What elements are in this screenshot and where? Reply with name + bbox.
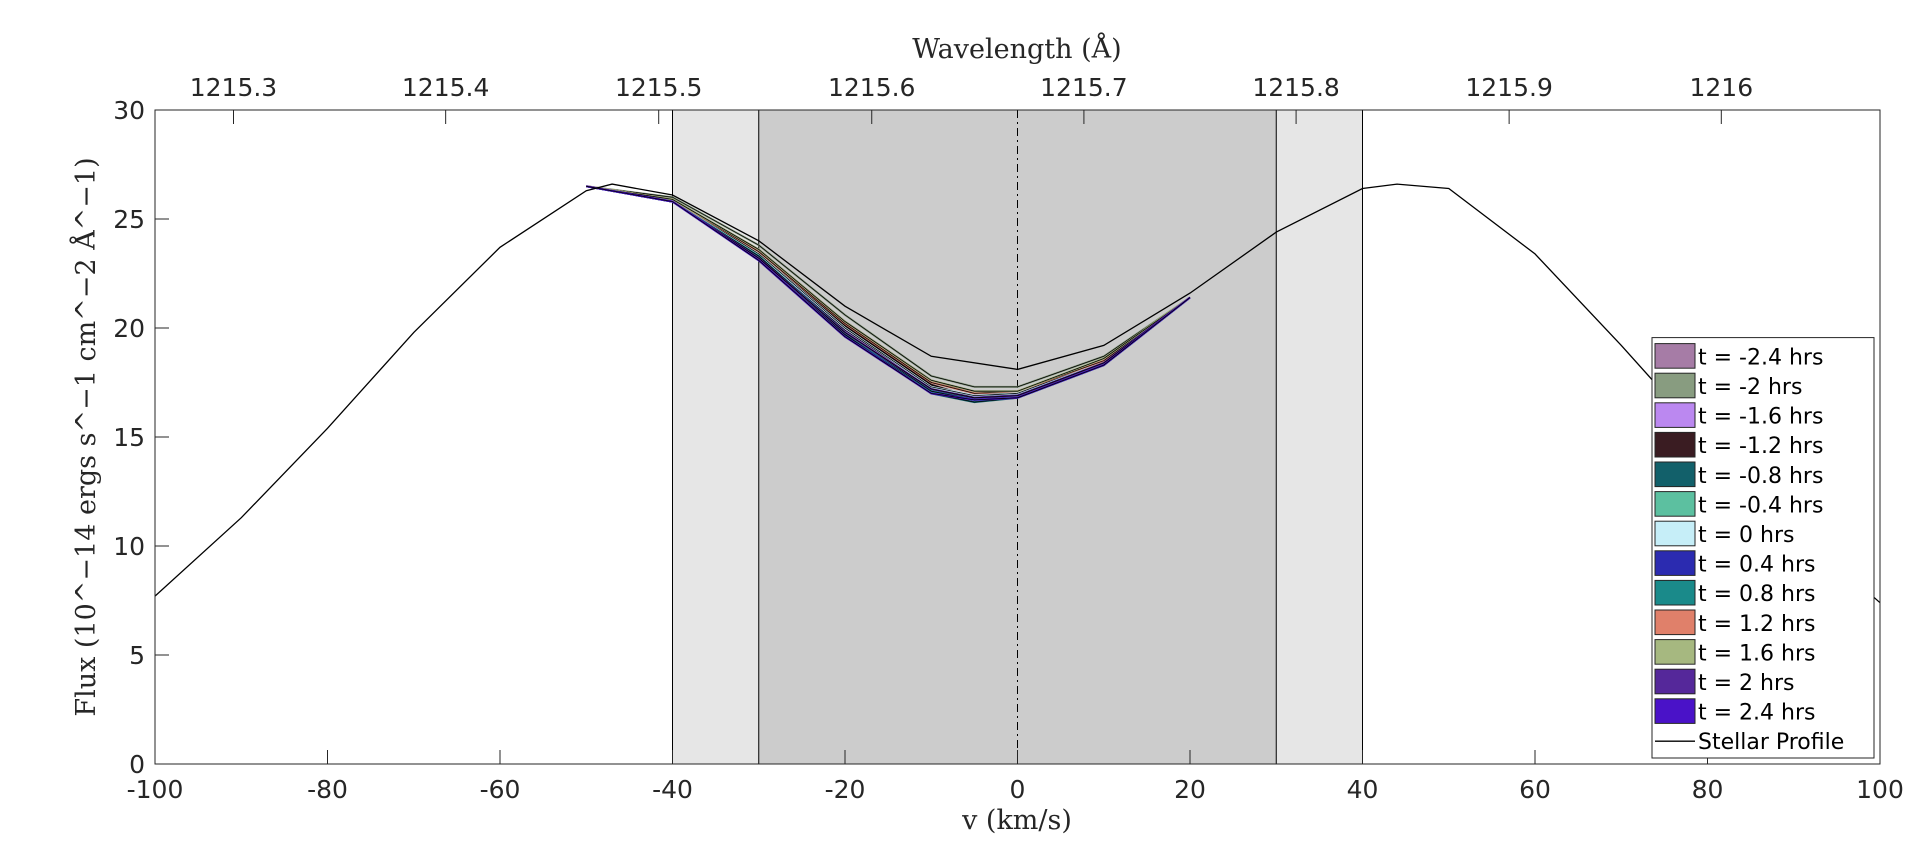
legend-swatch-9 — [1654, 609, 1696, 636]
x-tick-label: 40 — [1347, 775, 1379, 804]
legend-swatch-11 — [1654, 668, 1696, 695]
x-tick-label: 100 — [1856, 775, 1904, 804]
legend-swatch-4 — [1654, 461, 1696, 488]
x-tick-label: -20 — [825, 775, 866, 804]
legend-label: t = -1.6 hrs — [1698, 405, 1823, 430]
legend-label: t = 1.2 hrs — [1698, 612, 1815, 637]
y-tick-label: 0 — [129, 750, 145, 779]
x-tick-label: 0 — [1010, 775, 1026, 804]
legend-label: t = 1.6 hrs — [1698, 641, 1815, 666]
legend-label: t = -1.2 hrs — [1698, 434, 1823, 459]
legend-label: t = 2.4 hrs — [1698, 701, 1815, 726]
y-tick-label: 5 — [129, 641, 145, 670]
legend-swatch-1 — [1654, 372, 1696, 399]
x-tick-label: 20 — [1174, 775, 1206, 804]
y-axis-title: Flux (10^−14 ergs s^−1 cm^−2 Å^−1) — [69, 157, 102, 716]
x-tick-label: -40 — [652, 775, 693, 804]
legend-label: t = -0.8 hrs — [1698, 464, 1823, 489]
legend-swatch-10 — [1654, 639, 1696, 665]
legend-label: t = 0 hrs — [1698, 523, 1795, 548]
y-tick-label: 25 — [113, 205, 145, 234]
x2-tick-label: 1215.8 — [1252, 73, 1339, 102]
legend-swatch-8 — [1654, 579, 1696, 606]
legend-swatch-7 — [1654, 550, 1696, 576]
top-axis-title: Wavelength (Å) — [912, 32, 1121, 65]
x2-tick-label: 1215.5 — [615, 73, 702, 102]
x-tick-label: 60 — [1519, 775, 1551, 804]
x2-tick-label: 1215.6 — [828, 73, 915, 102]
legend-swatch-5 — [1654, 491, 1696, 517]
legend-label: t = 2 hrs — [1698, 671, 1795, 696]
x2-tick-label: 1215.4 — [402, 73, 489, 102]
legend-swatch-12 — [1654, 698, 1696, 724]
series-outline-10 — [586, 185, 1191, 392]
y-tick-label: 15 — [113, 423, 145, 452]
x2-tick-label: 1215.7 — [1040, 73, 1127, 102]
x2-tick-label: 1215.9 — [1465, 73, 1552, 102]
x-tick-label: -60 — [480, 775, 521, 804]
legend-label: Stellar Profile — [1698, 730, 1844, 755]
legend-label: t = 0.4 hrs — [1698, 553, 1815, 578]
series-outline-12 — [586, 185, 1191, 401]
stellar-profile-line — [155, 183, 1880, 604]
legend-label: t = -2.4 hrs — [1698, 345, 1823, 370]
legend-swatch-2 — [1654, 402, 1696, 428]
x-axis-title: v (km/s) — [961, 805, 1072, 836]
x-tick-label: 80 — [1692, 775, 1724, 804]
legend-label: t = -0.4 hrs — [1698, 493, 1823, 518]
y-tick-label: 10 — [113, 532, 145, 561]
y-tick-label: 30 — [113, 96, 145, 125]
legend-swatch-0 — [1654, 343, 1696, 369]
legend-swatch-6 — [1654, 520, 1696, 547]
x-tick-label: -100 — [127, 775, 184, 804]
y-tick-label: 20 — [113, 314, 145, 343]
legend-label: t = -2 hrs — [1698, 375, 1802, 400]
series-outline-1 — [586, 185, 1191, 388]
x2-tick-label: 1216 — [1689, 73, 1753, 102]
x2-tick-label: 1215.3 — [190, 73, 277, 102]
legend-swatch-3 — [1654, 431, 1696, 458]
x-tick-label: -80 — [307, 775, 348, 804]
legend-label: t = 0.8 hrs — [1698, 582, 1815, 607]
